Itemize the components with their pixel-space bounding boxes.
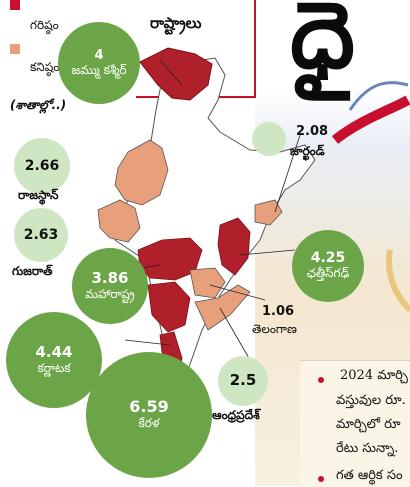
legend-swatch-min xyxy=(10,44,20,54)
bubble-karnataka: 4.44 కర్ణాటక xyxy=(6,312,102,408)
bullet-icon xyxy=(318,476,324,482)
region-karnataka xyxy=(147,281,191,333)
bullet-icon xyxy=(318,377,324,383)
label-kerala: కేరళ xyxy=(138,416,160,431)
article-line: మార్చిలో రూ xyxy=(336,417,401,432)
bubble-rajasthan: 2.66 xyxy=(14,138,70,194)
legend-unit: (శాతాల్లో..) xyxy=(10,98,67,112)
value-rajasthan: 2.66 xyxy=(24,157,60,174)
region-gujarat xyxy=(97,199,141,243)
value-karnataka: 4.44 xyxy=(35,342,73,361)
article-line: గత ఆర్థిక సం xyxy=(336,468,403,483)
region-jharkhand xyxy=(254,199,283,226)
bubble-andhra: 2.5 xyxy=(218,356,268,406)
page-title: రాష్ట్రాలు xyxy=(150,14,202,32)
label-andhra: ఆంధ్రప్రదేశ్ xyxy=(212,408,260,422)
label-jharkhand: జార్ఖండ్ xyxy=(290,144,325,158)
india-map xyxy=(97,47,316,387)
bubble-chhattisgarh: 4.25 ఛత్తీస్‌గఢ్ xyxy=(292,230,364,302)
label-telangana: తెలంగాణ xyxy=(252,322,297,336)
region-rajasthan xyxy=(114,139,169,206)
article-line: వస్తువుల రూ. xyxy=(336,393,406,408)
region-chhattisgarh xyxy=(217,217,251,276)
region-telangana xyxy=(189,267,226,299)
value-jammu-kashmir: 4 xyxy=(94,47,104,63)
label-rajasthan: రాజస్థాన్ xyxy=(18,188,59,202)
value-jharkhand: 2.08 xyxy=(296,124,329,139)
bubble-jammu-kashmir: 4 జమ్ము కశ్మీర్ xyxy=(58,22,140,104)
value-telangana: 1.06 xyxy=(262,304,295,319)
bubble-maharashtra: 3.86 మహారాష్ట్ర xyxy=(72,248,148,324)
article-line: రేటు సున్నా. xyxy=(336,441,399,456)
article-line: 2024 మార్చి xyxy=(340,368,408,383)
value-maharashtra: 3.86 xyxy=(91,268,129,287)
region-jammu-kashmir xyxy=(139,47,213,101)
value-gujarat: 2.63 xyxy=(23,226,59,243)
value-chhattisgarh: 4.25 xyxy=(310,250,346,267)
value-andhra: 2.5 xyxy=(229,371,257,390)
bubble-kerala: 6.59 కేరళ xyxy=(86,352,212,478)
region-andhra xyxy=(194,284,251,331)
legend-label-min: కనిష్ఠం xyxy=(30,60,60,74)
value-kerala: 6.59 xyxy=(129,397,169,417)
background-illustration xyxy=(331,81,410,313)
legend-label-max: గరిష్ఠం xyxy=(30,18,59,32)
bubble-gujarat: 2.63 xyxy=(14,208,68,262)
article-headline: ధై xyxy=(290,0,355,89)
label-karnataka: కర్ణాటక xyxy=(37,360,71,375)
bubble-jharkhand xyxy=(252,122,286,156)
label-jammu-kashmir: జమ్ము కశ్మీర్ xyxy=(71,62,127,77)
legend-swatch-max xyxy=(10,0,20,10)
label-gujarat: గుజరాత్ xyxy=(12,264,53,278)
label-maharashtra: మహారాష్ట్ర xyxy=(85,286,135,301)
label-chhattisgarh: ఛత్తీస్‌గఢ్ xyxy=(306,266,350,281)
